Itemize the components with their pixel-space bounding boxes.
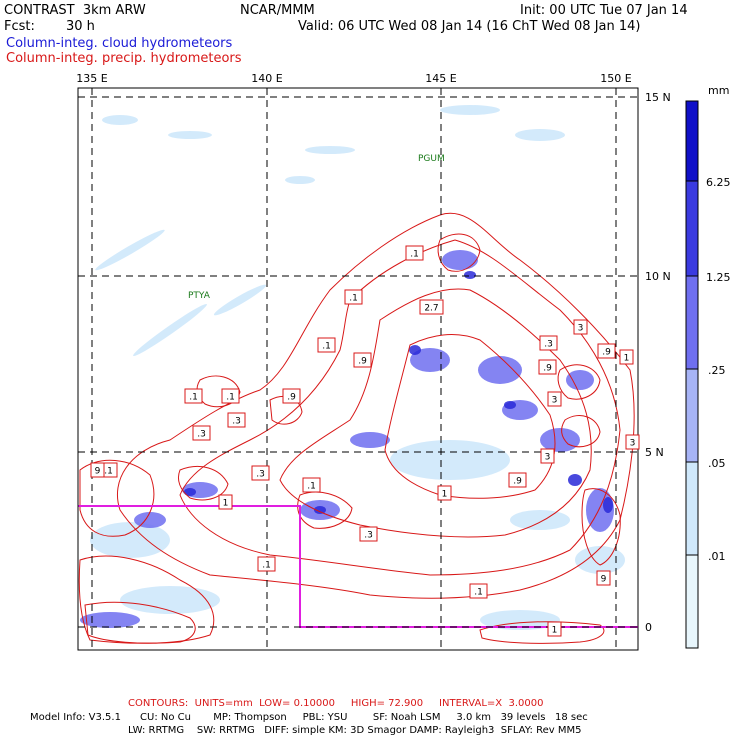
contour-label: 9 bbox=[95, 467, 101, 477]
contour-label-box bbox=[359, 526, 378, 542]
contour-label-box bbox=[353, 352, 372, 368]
cloud-hydrometeor-shading bbox=[80, 105, 625, 630]
valid-time: Valid: 06 UTC Wed 08 Jan 14 (16 ChT Wed … bbox=[298, 19, 641, 34]
contour-label: .9 bbox=[543, 364, 552, 374]
colorbar-level: .25 bbox=[708, 364, 726, 377]
contour-label-box bbox=[221, 388, 240, 404]
contour-label: 1 bbox=[223, 499, 229, 509]
contour-label: 9 bbox=[601, 575, 607, 585]
contour-label-box bbox=[251, 465, 270, 481]
lat-label: 0 bbox=[645, 621, 652, 634]
contour-label: .9 bbox=[602, 348, 611, 358]
plot-title: CONTRAST 3km ARW bbox=[4, 3, 146, 18]
station-label-pgum: PGUM bbox=[418, 154, 445, 164]
contour-label-box bbox=[469, 583, 488, 599]
contour-label-box bbox=[257, 556, 276, 572]
contour-label: .3 bbox=[197, 430, 206, 440]
contour-label-box bbox=[619, 349, 634, 365]
model-info-line2: LW: RRTMG SW: RRTMG DIFF: simple KM: 3D … bbox=[128, 725, 582, 736]
colorbar-swatch bbox=[686, 101, 698, 181]
model-info-line1: Model Info: V3.5.1 CU: No Cu MP: Thompso… bbox=[30, 712, 588, 723]
station-label-ptya: PTYA bbox=[188, 291, 211, 301]
contour-label-box bbox=[282, 388, 301, 404]
contour-label-box bbox=[344, 289, 363, 305]
contour-label-box bbox=[192, 425, 211, 441]
contours-info: CONTOURS: UNITS=mm LOW= 0.10000 HIGH= 72… bbox=[128, 698, 544, 709]
contour-label: 1 bbox=[442, 490, 448, 500]
field-precip-label: Column-integ. precip. hydrometeors bbox=[6, 51, 242, 66]
contour-label: .1 bbox=[104, 467, 113, 477]
contour-label: 3 bbox=[630, 439, 636, 449]
colorbar-level: 1.25 bbox=[706, 271, 731, 284]
contour-label: .9 bbox=[287, 393, 296, 403]
contour-label: .9 bbox=[513, 477, 522, 487]
contour-label: 3 bbox=[545, 453, 551, 463]
contour-label: .3 bbox=[232, 417, 241, 427]
contour-label-box bbox=[184, 388, 203, 404]
contour-label-box bbox=[625, 434, 640, 450]
field-cloud-label: Column-integ. cloud hydrometeors bbox=[6, 36, 233, 51]
lon-label: 140 E bbox=[251, 72, 282, 85]
contour-label-box bbox=[540, 448, 555, 464]
lon-label: 135 E bbox=[76, 72, 107, 85]
contour-label: 1 bbox=[552, 626, 558, 636]
contour-label-box bbox=[539, 335, 558, 351]
colorbar-swatch bbox=[686, 555, 698, 648]
contour-label-box bbox=[227, 412, 246, 428]
contour-label-box bbox=[419, 299, 444, 315]
colorbar: mm 6.25 1.25 .25 .05 .01 bbox=[685, 84, 731, 649]
contour-label-box bbox=[317, 337, 336, 353]
contour-label: .1 bbox=[262, 561, 271, 571]
contour-label-box bbox=[437, 485, 452, 501]
contour-label: 2.7 bbox=[424, 304, 438, 314]
contour-labels: .1 .1 .1 .1 .1 .1 .1 .1 .1 .3 .3 .3 .3 .3 .9 .9 .9 .9 .9 2.… bbox=[90, 245, 640, 637]
contour-label: .1 bbox=[349, 294, 358, 304]
contour-label: .3 bbox=[544, 340, 553, 350]
contour-label: .1 bbox=[474, 588, 483, 598]
contour-label: .1 bbox=[307, 482, 316, 492]
contour-label: .9 bbox=[358, 357, 367, 367]
colorbar-swatch bbox=[686, 369, 698, 462]
init-time: Init: 00 UTC Tue 07 Jan 14 bbox=[520, 3, 688, 18]
fcst-value: 30 h bbox=[66, 19, 95, 34]
contour-label-box bbox=[405, 245, 424, 261]
colorbar-unit: mm bbox=[708, 84, 729, 97]
contour-label: .1 bbox=[322, 342, 331, 352]
lat-label: 5 N bbox=[645, 446, 664, 459]
contour-label-box bbox=[218, 494, 233, 510]
contour-label: 1 bbox=[624, 354, 630, 364]
contour-label-box bbox=[90, 462, 105, 478]
contour-label: .1 bbox=[189, 393, 198, 403]
colorbar-swatch bbox=[686, 276, 698, 369]
graticule bbox=[78, 88, 638, 650]
contour-label: 3 bbox=[578, 324, 584, 334]
org-label: NCAR/MMM bbox=[240, 3, 315, 18]
colorbar-swatch bbox=[686, 462, 698, 555]
colorbar-level: .05 bbox=[708, 457, 726, 470]
contour-label-box bbox=[573, 319, 588, 335]
contour-label: .3 bbox=[364, 531, 373, 541]
lon-label: 150 E bbox=[600, 72, 631, 85]
contour-label-box bbox=[596, 570, 611, 586]
contour-label: .1 bbox=[226, 393, 235, 403]
contour-label-box bbox=[547, 391, 562, 407]
colorbar-level: .01 bbox=[708, 550, 726, 563]
colorbar-swatch bbox=[686, 181, 698, 276]
lon-label: 145 E bbox=[425, 72, 456, 85]
precip-hydrometeor-contours bbox=[78, 212, 635, 644]
map-frame bbox=[77, 87, 639, 651]
contour-label-box bbox=[538, 359, 557, 375]
fcst-label: Fcst: bbox=[4, 19, 35, 34]
lat-label: 10 N bbox=[645, 270, 671, 283]
contour-label-box bbox=[302, 477, 321, 493]
contour-label: 3 bbox=[552, 396, 558, 406]
contour-label-box bbox=[597, 343, 616, 359]
contour-label: .3 bbox=[256, 470, 265, 480]
contour-label: .1 bbox=[410, 250, 419, 260]
contour-label-box bbox=[547, 621, 562, 637]
contour-label-box bbox=[508, 472, 527, 488]
lat-label: 15 N bbox=[645, 91, 671, 104]
colorbar-level: 6.25 bbox=[706, 176, 731, 189]
